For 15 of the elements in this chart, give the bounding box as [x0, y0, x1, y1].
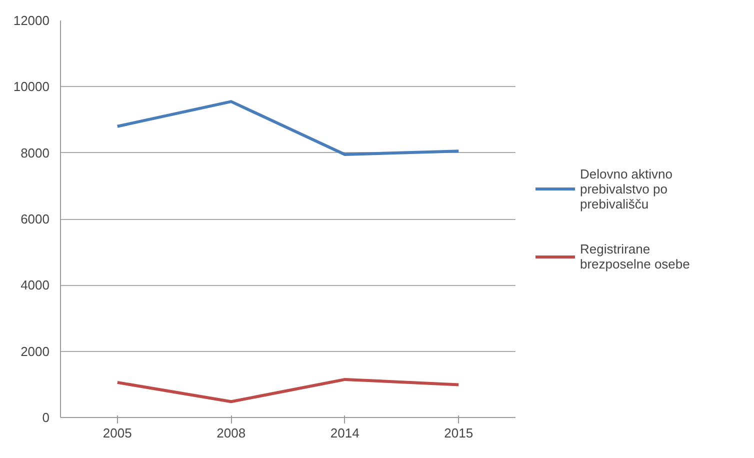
legend-label: Registrirane brezposelne osebe: [580, 241, 690, 271]
y-tick-label: 4000: [20, 278, 50, 293]
x-tick-label: 2015: [444, 426, 474, 440]
y-tick-label: 8000: [20, 145, 50, 160]
y-tick-label: 12000: [13, 13, 50, 28]
y-tick-label: 6000: [20, 212, 50, 226]
y-tick-label: 10000: [13, 79, 50, 94]
x-tick-label: 2008: [216, 426, 246, 440]
line-series: [116, 378, 460, 404]
legend-label: Delovno aktivno prebivalstvo po prebivališču: [580, 166, 672, 211]
x-tick-label: 2014: [330, 426, 360, 440]
y-tick-label: 2000: [20, 344, 50, 359]
y-tick-label: 0: [42, 410, 50, 425]
x-tick-label: 2005: [102, 426, 132, 440]
line-series: [116, 100, 460, 156]
